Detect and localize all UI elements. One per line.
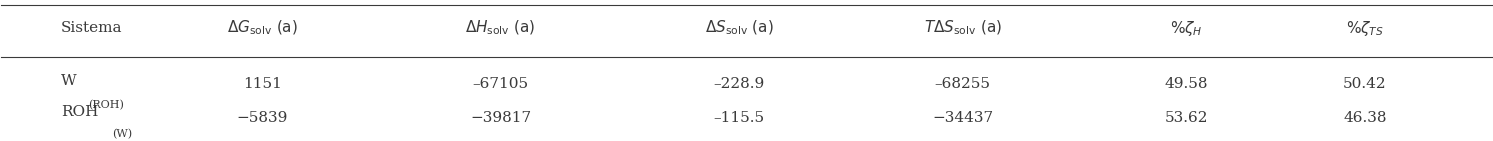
Text: 50.42: 50.42 [1344, 77, 1387, 91]
Text: –228.9: –228.9 [714, 77, 764, 91]
Text: 1151: 1151 [243, 77, 282, 91]
Text: $\Delta G_{\mathrm{solv}}\ \mathrm{(a)}$: $\Delta G_{\mathrm{solv}}\ \mathrm{(a)}$ [227, 19, 297, 37]
Text: −5839: −5839 [236, 112, 288, 125]
Text: (ROH): (ROH) [88, 100, 124, 110]
Text: $\%\zeta_{H}$: $\%\zeta_{H}$ [1171, 18, 1202, 38]
Text: $\Delta S_{\mathrm{solv}}\ \mathrm{(a)}$: $\Delta S_{\mathrm{solv}}\ \mathrm{(a)}$ [705, 19, 773, 37]
Text: –67105: –67105 [473, 77, 529, 91]
Text: W: W [61, 74, 76, 88]
Text: $\Delta H_{\mathrm{solv}}\ \mathrm{(a)}$: $\Delta H_{\mathrm{solv}}\ \mathrm{(a)}$ [466, 19, 536, 37]
Text: –115.5: –115.5 [714, 112, 764, 125]
Text: Sistema: Sistema [61, 21, 122, 35]
Text: −39817: −39817 [470, 112, 532, 125]
Text: 49.58: 49.58 [1165, 77, 1208, 91]
Text: –68255: –68255 [935, 77, 990, 91]
Text: 46.38: 46.38 [1344, 112, 1387, 125]
Text: ROH: ROH [61, 105, 99, 119]
Text: 53.62: 53.62 [1165, 112, 1208, 125]
Text: −34437: −34437 [932, 112, 993, 125]
Text: $T\Delta S_{\mathrm{solv}}\ \mathrm{(a)}$: $T\Delta S_{\mathrm{solv}}\ \mathrm{(a)}… [924, 19, 1002, 37]
Text: (W): (W) [112, 129, 131, 140]
Text: $\%\zeta_{TS}$: $\%\zeta_{TS}$ [1347, 18, 1384, 38]
